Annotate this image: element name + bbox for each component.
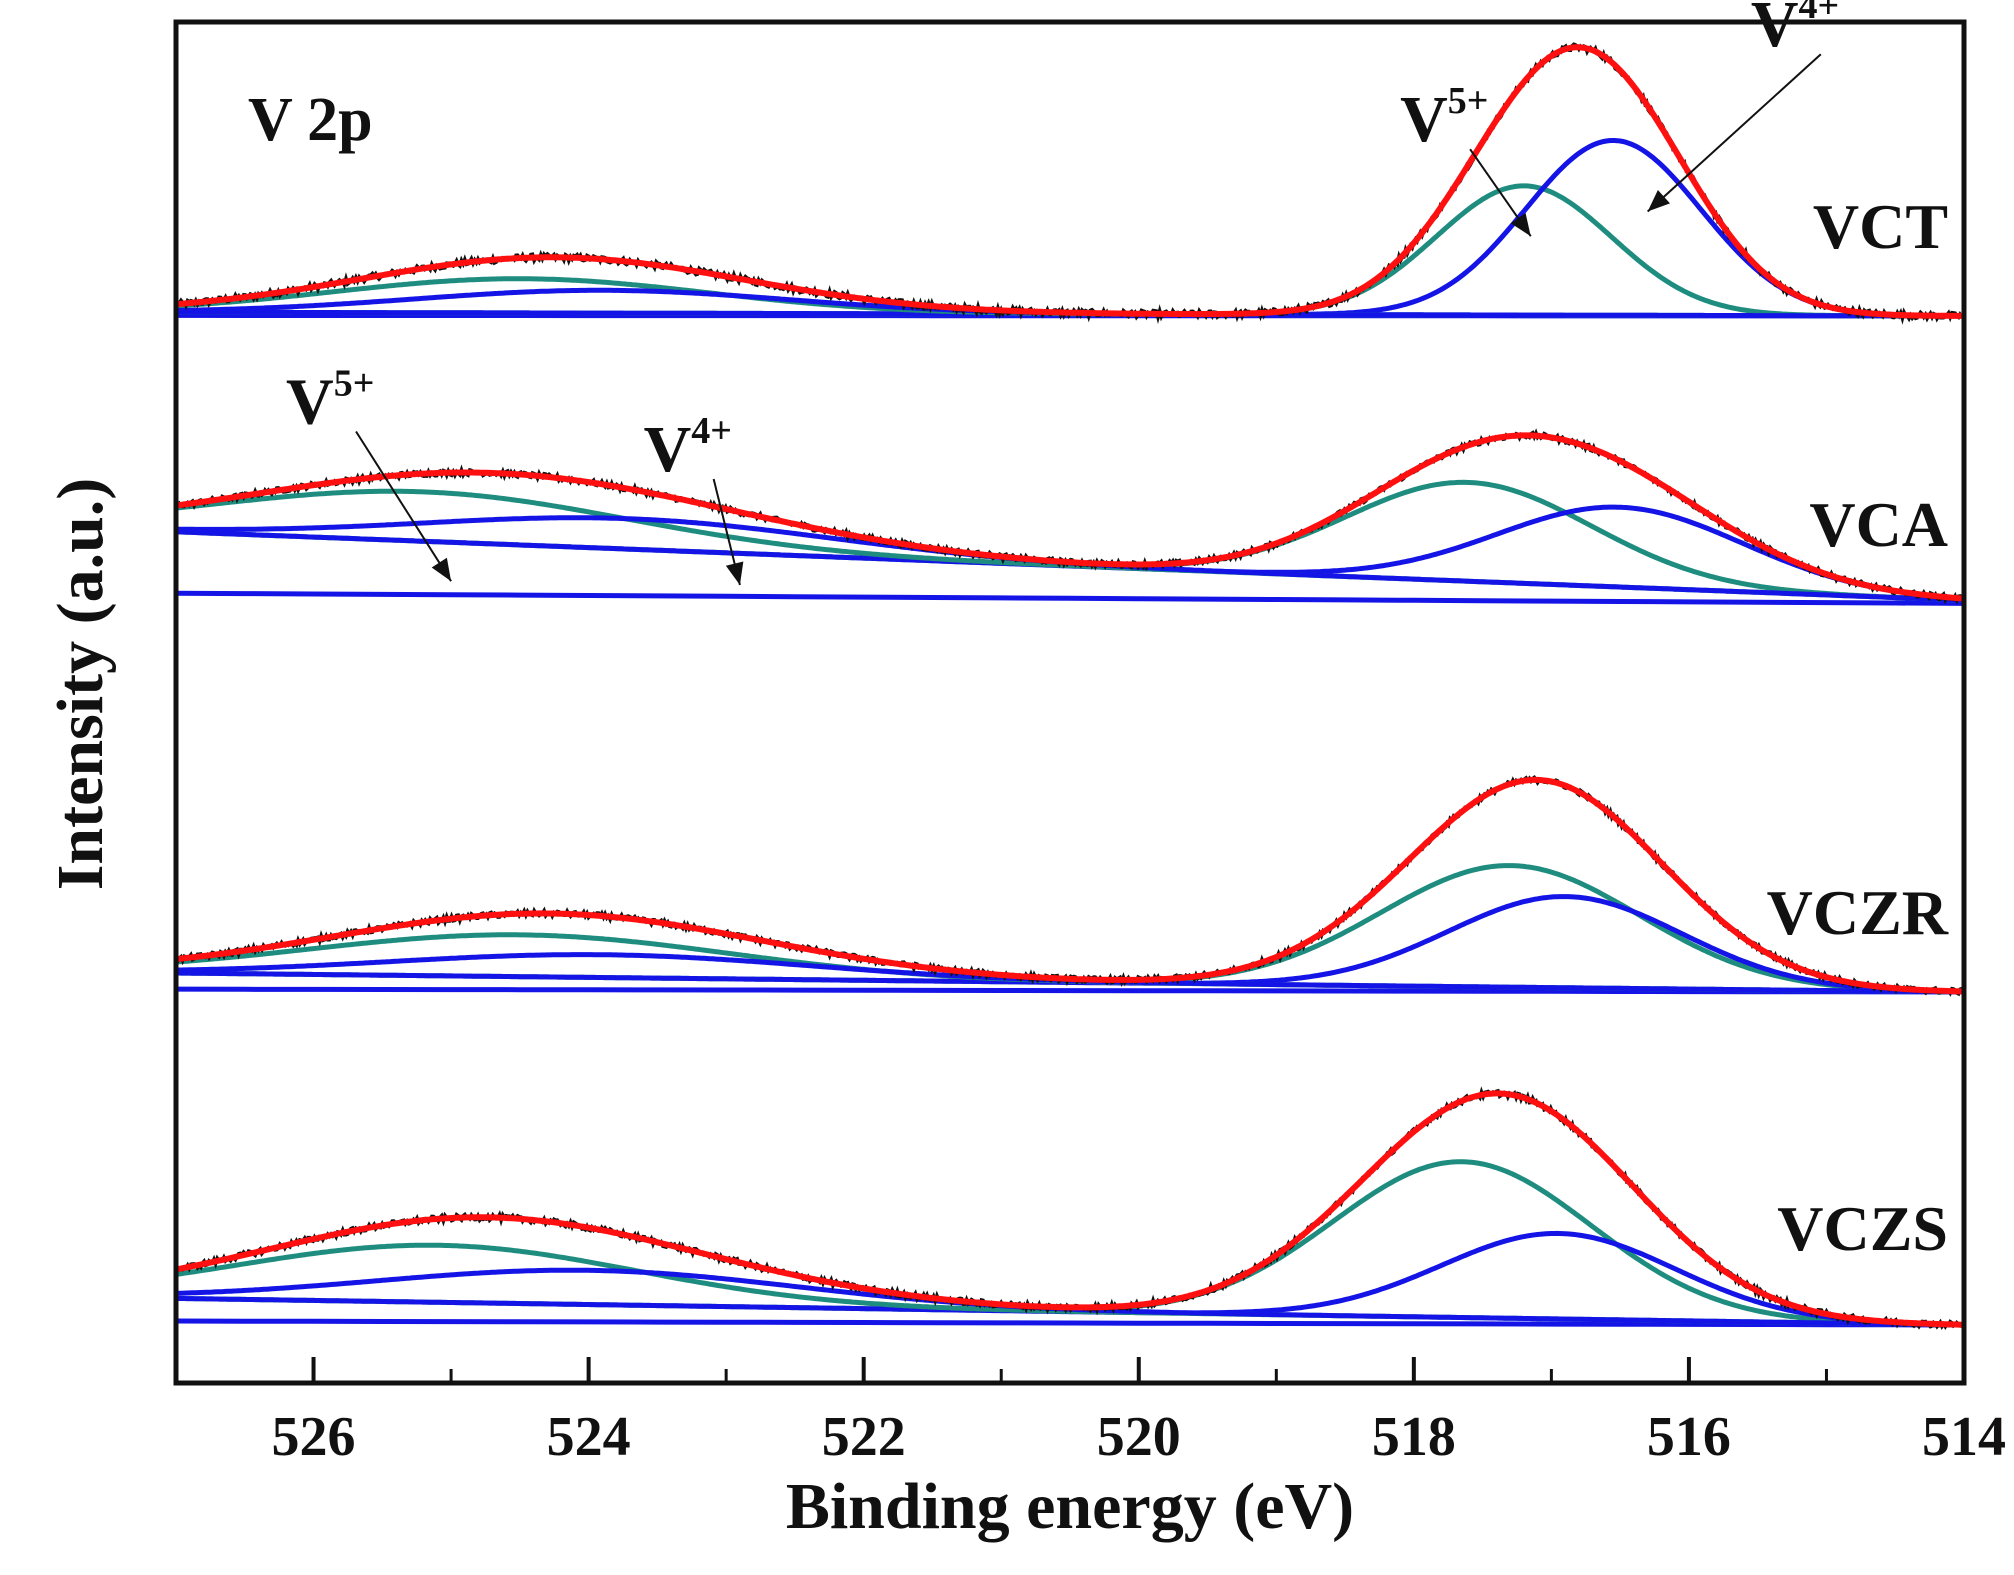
- tick-label-526: 526: [272, 1406, 356, 1468]
- sample-label-vczs: VCZS: [1777, 1193, 1948, 1264]
- annotation-arrow: [355, 430, 452, 582]
- y-axis-title: Intensity (a.u.): [44, 478, 117, 891]
- fit-envelope-vct: [175, 44, 1964, 319]
- annotation-5plus-vct: V5+: [1400, 80, 1488, 156]
- plot-frame: [173, 19, 1967, 1386]
- panel-vczs: VCZS: [174, 1086, 1965, 1331]
- tick-label-514: 514: [1922, 1406, 2006, 1468]
- annotation-5plus-vca: V5+: [286, 363, 374, 439]
- tick-label-524: 524: [547, 1406, 631, 1468]
- component-V5plus-vczr-0: [176, 863, 1965, 995]
- annotation-arrow: [1646, 53, 1822, 213]
- annotation-superscript: 4+: [691, 410, 732, 452]
- sample-label-vca: VCA: [1809, 489, 1948, 560]
- annotation-superscript: 5+: [1448, 80, 1489, 122]
- spectra-panels: VCT V5+ V4+ VCA V5+ V4+ VCZR VCZS: [174, 0, 1966, 1331]
- arrow-head-icon: [431, 557, 452, 582]
- x-axis-title: Binding energy (eV): [786, 1470, 1354, 1543]
- component-V5plus-vczs-2: [175, 1242, 1964, 1328]
- experimental-vczr: [175, 774, 1966, 997]
- annotation-superscript: 5+: [334, 363, 375, 405]
- x-axis-ticks: 526 524 522 520 518 516 514: [174, 1357, 2006, 1468]
- component-V4plus-vczr-3: [175, 952, 1964, 995]
- arrow-head-icon: [1647, 190, 1670, 212]
- panel-vca: VCA V5+ V4+: [174, 363, 1965, 606]
- arrow-head-icon: [1510, 213, 1531, 237]
- baseline-vca: [175, 590, 1965, 606]
- panel-vczr: VCZR: [175, 774, 1966, 997]
- arrow-head-icon: [725, 561, 744, 585]
- fit-envelope-vca: [175, 432, 1965, 602]
- baseline-vczs: [175, 1318, 1965, 1328]
- annotation-4plus-vct: V4+: [1751, 0, 1839, 61]
- tick-label-518: 518: [1372, 1406, 1456, 1468]
- panel-vct: VCT V5+ V4+: [174, 0, 1965, 325]
- tick-label-522: 522: [822, 1406, 906, 1468]
- sample-label-vct: VCT: [1813, 191, 1948, 262]
- panel-title: V 2p: [248, 86, 373, 154]
- sample-label-vczr: VCZR: [1767, 877, 1949, 948]
- fit-envelope-vczs: [175, 1090, 1964, 1328]
- annotation-4plus-vca: V4+: [644, 410, 732, 486]
- tick-label-520: 520: [1097, 1406, 1181, 1468]
- component-V5plus-vczr-2: [175, 932, 1964, 995]
- tick-label-516: 516: [1647, 1406, 1731, 1468]
- baseline-vczr: [175, 986, 1965, 995]
- fit-envelope-vczr: [175, 776, 1965, 995]
